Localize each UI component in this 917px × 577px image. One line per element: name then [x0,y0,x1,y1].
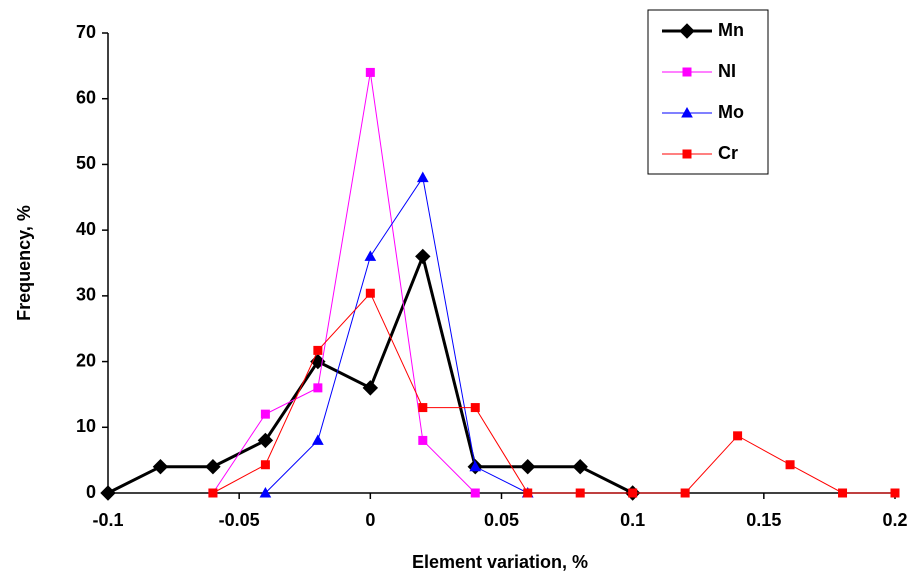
point [680,488,690,498]
point [365,288,375,298]
point [259,486,272,498]
point [152,459,169,475]
x-tick-label: 0.2 [882,510,907,530]
point [260,460,270,470]
series-line [212,72,476,494]
point [365,67,375,77]
y-axis-label: Frequency, % [14,205,34,321]
legend-marker [682,149,692,159]
legend-label: Mn [718,20,744,40]
point [364,250,377,261]
point [260,409,270,419]
point [416,171,429,183]
point [257,432,274,449]
point [523,488,533,498]
y-tick-label: 60 [76,87,96,107]
legend-marker [681,106,693,118]
legend-box [647,9,769,175]
y-tick-label: 40 [76,219,96,239]
point [628,488,638,498]
point [313,383,323,393]
point [208,488,218,498]
point [733,431,743,441]
point [313,345,323,355]
y-tick-label: 70 [76,22,96,42]
point [418,403,428,413]
y-tick-label: 10 [76,416,96,436]
legend-marker [682,67,692,77]
point [572,459,588,475]
x-tick-label: -0.1 [92,510,123,530]
y-tick-label: 0 [86,482,96,502]
x-tick-label: 0.1 [620,510,645,530]
point [890,488,900,498]
x-tick-label: 0.05 [484,510,519,530]
point [838,488,848,498]
legend-label: Mo [718,102,744,122]
point [100,485,116,501]
x-tick-label: 0.15 [746,510,781,530]
point [312,434,324,445]
x-tick-label: -0.05 [219,510,260,530]
x-tick-label: 0 [365,510,375,530]
y-tick-label: 20 [76,350,96,370]
point [470,403,480,413]
legend-label: NI [718,61,736,81]
point [418,435,428,445]
point [520,459,536,475]
series-line [265,176,528,494]
point [470,488,480,498]
point [205,459,221,475]
legend-label: Cr [718,143,738,163]
y-tick-label: 30 [76,285,96,305]
x-axis-label: Element variation, % [412,552,588,572]
point [469,460,482,472]
point [575,488,585,498]
point [415,248,431,265]
y-tick-label: 50 [76,153,96,173]
legend-marker [679,23,695,39]
series-line [212,292,895,494]
point [362,380,379,396]
point [785,460,795,470]
